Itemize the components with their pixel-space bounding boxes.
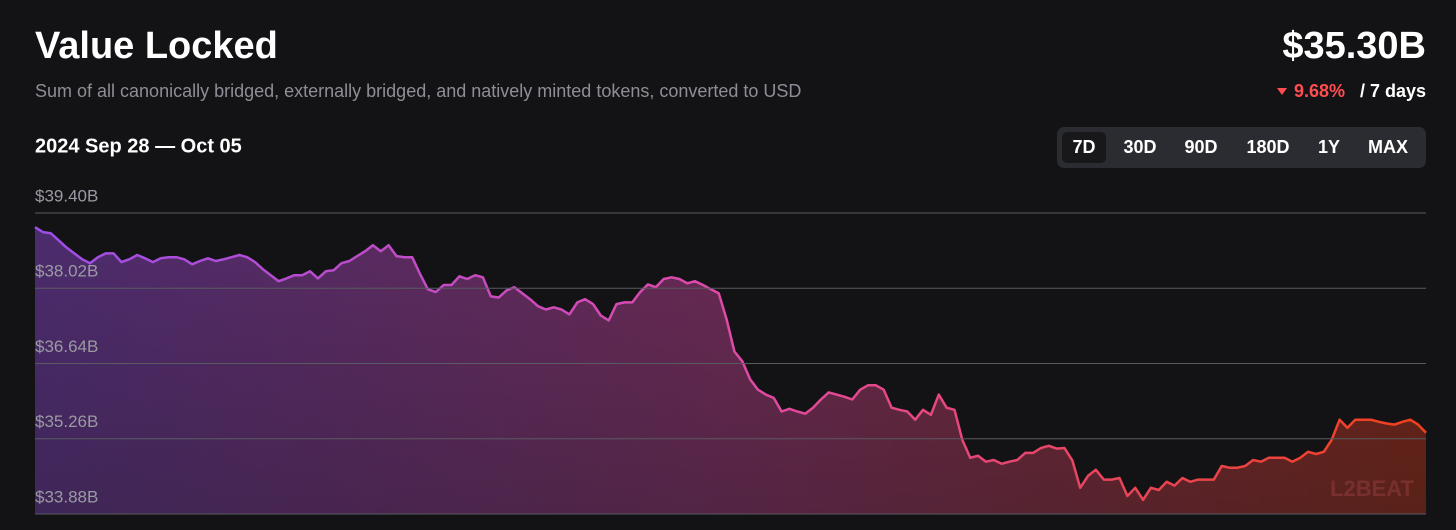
title: Value Locked <box>35 25 278 67</box>
y-tick-label: $39.40B <box>35 186 98 205</box>
total-value: $35.30B <box>1282 25 1426 67</box>
range-button[interactable]: 30D <box>1123 137 1156 157</box>
y-tick-label: $38.02B <box>35 262 98 281</box>
range-button-selected <box>1062 132 1106 163</box>
area-fade <box>35 227 1426 514</box>
change: 9.68% / 7 days <box>1277 81 1426 101</box>
change-period: / 7 days <box>1360 81 1426 101</box>
range-label: 2024 Sep 28 — Oct 05 <box>35 135 242 157</box>
y-tick-label: $36.64B <box>35 337 98 356</box>
line <box>34 226 1427 502</box>
range-button[interactable]: 1Y <box>1318 137 1340 157</box>
range-selector <box>1057 127 1426 168</box>
watermark: L2BEAT <box>1330 476 1414 501</box>
y-tick-label: $33.88B <box>35 487 98 506</box>
change-value: 9.68% <box>1294 81 1345 101</box>
down-icon <box>1277 88 1287 95</box>
subtitle: Sum of all canonically bridged, external… <box>35 81 801 101</box>
range-button[interactable]: 90D <box>1184 137 1217 157</box>
range-button[interactable]: 180D <box>1246 137 1289 157</box>
y-tick-label: $35.26B <box>35 412 98 431</box>
plot: $33.88B $35.26B $36.64B $38.02B $39.40B L2BEA… <box>34 186 1427 515</box>
range-button[interactable]: 7D <box>1072 137 1095 157</box>
range-button[interactable]: MAX <box>1368 137 1408 157</box>
